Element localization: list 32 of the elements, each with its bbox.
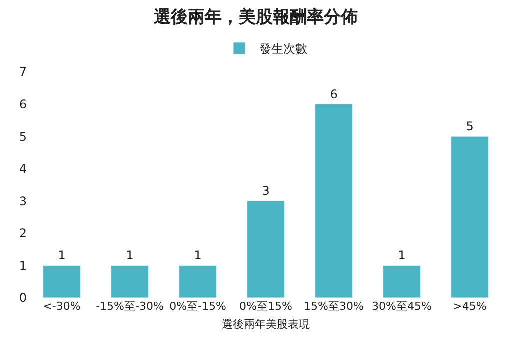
bar bbox=[451, 136, 489, 298]
data-label: 6 bbox=[330, 87, 338, 102]
x-tick-label: >45% bbox=[453, 300, 487, 313]
x-axis-title: 選後兩年美股表現 bbox=[222, 318, 310, 332]
x-tick-label: 15%至30% bbox=[304, 300, 364, 313]
bar bbox=[179, 265, 217, 298]
y-tick-label: 2 bbox=[19, 226, 27, 241]
x-tick-label: <-30% bbox=[43, 300, 81, 313]
y-tick-label: 3 bbox=[19, 194, 27, 208]
bar bbox=[247, 200, 285, 298]
x-tick-label: 0%至15% bbox=[240, 300, 292, 313]
bar bbox=[383, 265, 421, 298]
x-tick-label: -15%至-30% bbox=[96, 300, 164, 313]
y-tick-label: 0 bbox=[19, 291, 27, 306]
y-tick-label: 1 bbox=[19, 258, 27, 273]
y-tick-label: 7 bbox=[19, 65, 27, 80]
data-label: 1 bbox=[398, 248, 406, 263]
y-tick-label: 5 bbox=[19, 130, 27, 144]
y-tick-label: 4 bbox=[19, 162, 27, 176]
data-label: 5 bbox=[466, 120, 474, 134]
chart-title: 選後兩年，美股報酬率分佈 bbox=[154, 7, 358, 28]
data-label: 3 bbox=[262, 184, 270, 198]
x-tick-label: 30%至45% bbox=[372, 300, 432, 313]
bar bbox=[111, 265, 149, 298]
data-label: 1 bbox=[126, 248, 134, 263]
y-tick-label: 6 bbox=[19, 97, 27, 112]
data-label: 1 bbox=[58, 248, 66, 263]
x-tick-label: 0%至-15% bbox=[170, 300, 226, 313]
data-label: 1 bbox=[194, 248, 202, 263]
legend-label: 發生次數 bbox=[260, 42, 308, 56]
bar bbox=[43, 265, 81, 298]
bar bbox=[315, 104, 353, 298]
